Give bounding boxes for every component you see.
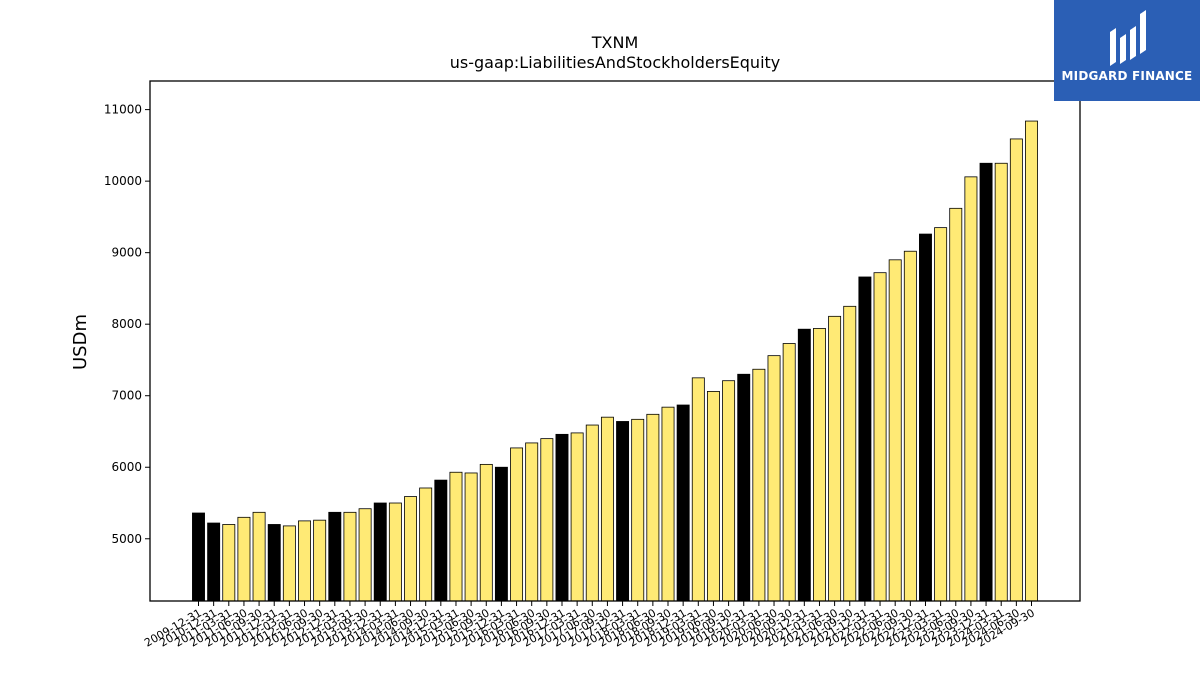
bar-2017-06-30 (585, 424, 599, 602)
bar-2022-03-31 (873, 272, 887, 602)
bar-2012-03-31 (282, 525, 296, 602)
y-tick-label: 10000 (104, 174, 142, 188)
bar-2019-03-31 (691, 377, 705, 602)
bar-2017-12-31 (616, 421, 630, 602)
bar-2019-12-31 (737, 373, 751, 602)
y-tick-label: 8000 (111, 317, 142, 331)
bar-2015-09-30 (479, 463, 493, 602)
plot-frame (149, 80, 1081, 602)
bar-2012-09-30 (313, 519, 327, 602)
bar-2014-12-31 (434, 479, 448, 602)
bar-2016-09-30 (540, 438, 554, 602)
y-tick-label: 6000 (111, 460, 142, 474)
bar-2009-12-31 (192, 512, 205, 602)
bar-2020-12-31 (797, 328, 811, 602)
y-tick-label: 5000 (111, 532, 142, 546)
bar-2021-03-31 (813, 328, 826, 602)
bar-2011-03-31 (222, 524, 236, 602)
bar-2014-09-30 (419, 487, 433, 602)
bar-2014-03-31 (388, 502, 402, 602)
chart-subtitle: us-gaap:LiabilitiesAndStockholdersEquity (450, 53, 781, 72)
midgard-finance-logo: MIDGARD FINANCE (1054, 0, 1200, 101)
bar-2013-03-31 (343, 511, 357, 602)
bar-2024-09-30 (1025, 120, 1038, 602)
bar-2013-09-30 (358, 508, 372, 602)
bar-2018-06-30 (646, 413, 660, 602)
bar-2022-06-30 (888, 259, 902, 602)
bar-2017-09-30 (600, 416, 614, 602)
bar-2011-09-30 (252, 511, 266, 602)
bar-2017-03-31 (570, 432, 584, 602)
bar-2023-12-31 (979, 162, 993, 602)
bar-2021-06-30 (828, 315, 842, 602)
bar-2013-12-31 (373, 502, 387, 602)
bars-group (192, 120, 1038, 602)
bar-2021-09-30 (843, 305, 857, 602)
bar-2011-06-30 (237, 516, 251, 602)
y-axis-label: USDm (70, 314, 91, 370)
bar-2023-09-30 (964, 176, 978, 602)
bar-2018-09-30 (661, 406, 675, 602)
bar-2015-12-31 (494, 466, 508, 602)
bar-2019-06-30 (706, 391, 720, 602)
bar-2022-12-31 (919, 233, 932, 602)
bar-2012-12-31 (328, 511, 342, 602)
bar-2022-09-30 (903, 250, 917, 602)
bar-2019-09-30 (722, 380, 736, 602)
y-tick-label: 9000 (111, 246, 142, 260)
bar-2015-03-31 (449, 471, 463, 602)
bar-2016-12-31 (555, 433, 569, 602)
bar-2016-06-30 (525, 442, 539, 602)
bar-2011-12-31 (267, 524, 281, 602)
y-ticks-group: 5000 6000 7000 8000 9000 10000 11000 (104, 103, 150, 546)
bar-2018-03-31 (631, 418, 645, 602)
bar-2015-06-30 (464, 472, 478, 602)
bar-2010-12-31 (207, 522, 221, 602)
bar-2012-06-30 (298, 520, 311, 602)
bar-2024-06-30 (1009, 138, 1023, 602)
bar-2023-06-30 (949, 207, 963, 602)
bar-2024-03-31 (994, 162, 1008, 602)
bar-2016-03-31 (510, 447, 524, 602)
logo-mark-icon (1110, 10, 1146, 66)
bar-2018-12-31 (676, 404, 690, 602)
chart-title: TXNM (591, 33, 639, 52)
y-tick-label: 11000 (104, 103, 142, 117)
bar-2014-06-30 (404, 496, 418, 602)
bar-2020-09-30 (782, 343, 796, 602)
bar-2021-12-31 (858, 276, 872, 602)
x-ticks-group: 2009-12-312010-12-312011-03-312011-06-30… (142, 601, 1037, 650)
y-tick-label: 7000 (111, 389, 142, 403)
bar-2020-06-30 (767, 355, 781, 602)
bar-2023-03-31 (934, 227, 948, 602)
bar-2020-03-31 (752, 368, 766, 602)
logo-text: MIDGARD FINANCE (1061, 69, 1193, 83)
